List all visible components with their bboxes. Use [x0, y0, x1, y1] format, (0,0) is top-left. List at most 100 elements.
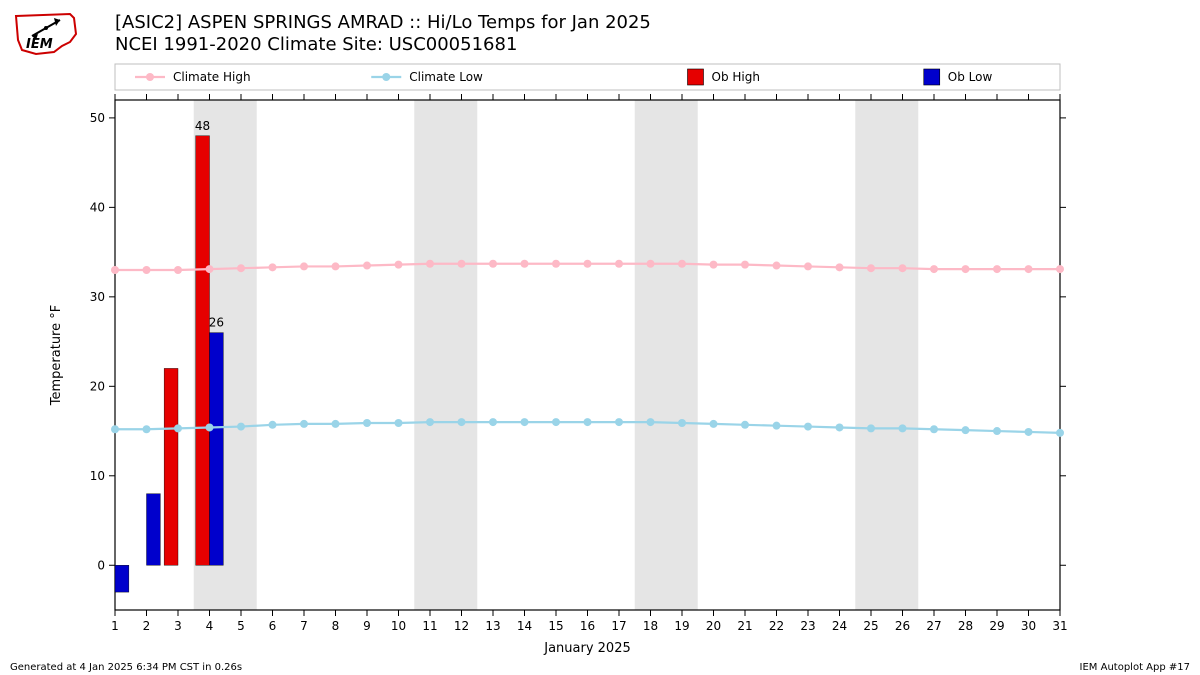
climate-low-marker: [615, 418, 623, 426]
climate-low-marker: [930, 425, 938, 433]
climate-high-marker: [111, 266, 119, 274]
x-tick-label: 2: [143, 619, 151, 633]
climate-low-marker: [395, 419, 403, 427]
climate-high-marker: [426, 260, 434, 268]
x-tick-label: 31: [1052, 619, 1067, 633]
chart-title-1: [ASIC2] ASPEN SPRINGS AMRAD :: Hi/Lo Tem…: [115, 12, 651, 33]
climate-high-marker: [143, 266, 151, 274]
climate-low-marker: [489, 418, 497, 426]
climate-high-marker: [647, 260, 655, 268]
footer-right: IEM Autoplot App #17: [1080, 662, 1190, 673]
ob-low-bar: [210, 333, 224, 566]
climate-high-marker: [678, 260, 686, 268]
x-tick-label: 17: [611, 619, 626, 633]
legend-box: [115, 64, 1060, 90]
climate-low-marker: [993, 427, 1001, 435]
x-tick-label: 29: [989, 619, 1004, 633]
climate-high-marker: [615, 260, 623, 268]
y-axis-label: Temperature °F: [49, 305, 64, 406]
x-tick-label: 14: [517, 619, 532, 633]
climate-low-marker: [710, 420, 718, 428]
ob-low-bar: [147, 494, 161, 566]
x-tick-label: 13: [485, 619, 500, 633]
x-tick-label: 20: [706, 619, 721, 633]
x-tick-label: 6: [269, 619, 277, 633]
x-tick-label: 24: [832, 619, 847, 633]
climate-high-marker: [867, 264, 875, 272]
y-tick-label: 50: [90, 111, 105, 125]
y-tick-label: 0: [97, 558, 105, 572]
climate-high-marker: [395, 261, 403, 269]
legend-marker-ob-high: [688, 69, 704, 85]
x-tick-label: 23: [800, 619, 815, 633]
climate-high-marker: [741, 261, 749, 269]
x-tick-label: 12: [454, 619, 469, 633]
climate-low-marker: [552, 418, 560, 426]
climate-low-marker: [1056, 429, 1064, 437]
climate-high-marker: [773, 262, 781, 270]
climate-low-marker: [962, 426, 970, 434]
climate-high-marker: [584, 260, 592, 268]
x-tick-label: 16: [580, 619, 595, 633]
iem-logo: IEM: [16, 14, 76, 54]
climate-low-marker: [332, 420, 340, 428]
weekend-band: [635, 100, 698, 610]
climate-low-marker: [741, 421, 749, 429]
x-tick-label: 30: [1021, 619, 1036, 633]
climate-high-marker: [993, 265, 1001, 273]
climate-high-marker: [710, 261, 718, 269]
climate-high-marker: [174, 266, 182, 274]
ob-low-last-label: 26: [209, 316, 224, 330]
climate-high-marker: [332, 262, 340, 270]
x-tick-label: 21: [737, 619, 752, 633]
climate-low-marker: [836, 423, 844, 431]
climate-high-marker: [1056, 265, 1064, 273]
climate-high-marker: [363, 262, 371, 270]
ob-high-bar: [164, 368, 178, 565]
x-tick-label: 9: [363, 619, 371, 633]
climate-low-marker: [584, 418, 592, 426]
climate-low-marker: [143, 425, 151, 433]
climate-low-marker: [1025, 428, 1033, 436]
x-tick-label: 25: [863, 619, 878, 633]
climate-high-marker: [899, 264, 907, 272]
climate-low-marker: [111, 425, 119, 433]
x-tick-label: 27: [926, 619, 941, 633]
chart-title-2: NCEI 1991-2020 Climate Site: USC00051681: [115, 34, 517, 55]
climate-high-marker: [962, 265, 970, 273]
legend-label-ob-low: Ob Low: [948, 70, 993, 84]
x-tick-label: 3: [174, 619, 182, 633]
ob-high-last-label: 48: [195, 119, 210, 133]
climate-low-marker: [269, 421, 277, 429]
climate-high-marker: [206, 265, 214, 273]
climate-low-marker: [206, 423, 214, 431]
x-tick-label: 1: [111, 619, 119, 633]
climate-low-marker: [300, 420, 308, 428]
climate-high-marker: [1025, 265, 1033, 273]
climate-low-marker: [899, 424, 907, 432]
x-tick-label: 4: [206, 619, 214, 633]
x-tick-label: 19: [674, 619, 689, 633]
x-tick-label: 26: [895, 619, 910, 633]
x-tick-label: 18: [643, 619, 658, 633]
climate-low-marker: [867, 424, 875, 432]
y-tick-label: 40: [90, 200, 105, 214]
legend-marker-ob-low: [924, 69, 940, 85]
x-tick-label: 7: [300, 619, 308, 633]
climate-high-marker: [269, 263, 277, 271]
climate-high-marker: [458, 260, 466, 268]
climate-low-marker: [237, 423, 245, 431]
legend-label-ob-high: Ob High: [712, 70, 760, 84]
climate-low-marker: [678, 419, 686, 427]
climate-low-marker: [363, 419, 371, 427]
climate-low-marker: [804, 423, 812, 431]
logo-text: IEM: [26, 37, 53, 52]
climate-high-marker: [237, 264, 245, 272]
x-tick-label: 8: [332, 619, 340, 633]
climate-high-marker: [300, 262, 308, 270]
x-tick-label: 11: [422, 619, 437, 633]
weekend-band: [414, 100, 477, 610]
x-tick-label: 22: [769, 619, 784, 633]
climate-high-marker: [804, 262, 812, 270]
climate-high-marker: [489, 260, 497, 268]
